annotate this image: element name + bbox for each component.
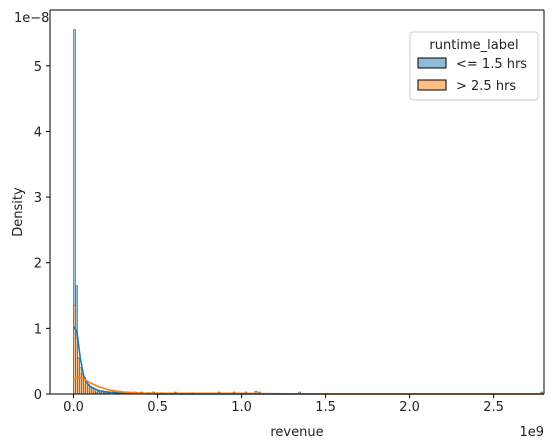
x-scale-offset-label: 1e9 xyxy=(519,425,544,440)
x-tick-label: 2.5 xyxy=(483,400,504,415)
histogram-bar xyxy=(73,305,76,395)
legend-entry-short: <= 1.5 hrs xyxy=(456,57,527,72)
x-ticks: 0.0 0.5 1.0 1.5 2.0 2.5 xyxy=(63,394,504,415)
y-tick-label: 5 xyxy=(34,60,42,75)
y-tick-label: 3 xyxy=(34,191,42,206)
x-tick-label: 1.5 xyxy=(315,400,336,415)
y-tick-label: 4 xyxy=(34,125,42,140)
y-ticks: 0 1 2 3 4 5 xyxy=(34,60,50,403)
y-scale-offset-label: 1e−8 xyxy=(14,11,49,26)
x-tick-label: 1.0 xyxy=(231,400,252,415)
legend: runtime_label <= 1.5 hrs > 2.5 hrs xyxy=(409,31,539,101)
legend-swatch-long xyxy=(417,79,447,91)
legend-title: runtime_label xyxy=(429,38,518,53)
x-tick-label: 2.0 xyxy=(399,400,420,415)
legend-swatch-short xyxy=(417,57,447,69)
x-tick-label: 0.0 xyxy=(63,400,84,415)
y-tick-label: 0 xyxy=(34,388,42,403)
legend-entry-long: > 2.5 hrs xyxy=(456,79,516,94)
x-tick-label: 0.5 xyxy=(147,400,168,415)
axes-frame xyxy=(49,9,545,395)
y-tick-label: 1 xyxy=(34,322,42,337)
y-axis-label: Density xyxy=(11,187,26,237)
y-tick-label: 2 xyxy=(34,257,42,272)
histogram-bar xyxy=(81,374,84,395)
x-axis-label: revenue xyxy=(270,425,323,440)
